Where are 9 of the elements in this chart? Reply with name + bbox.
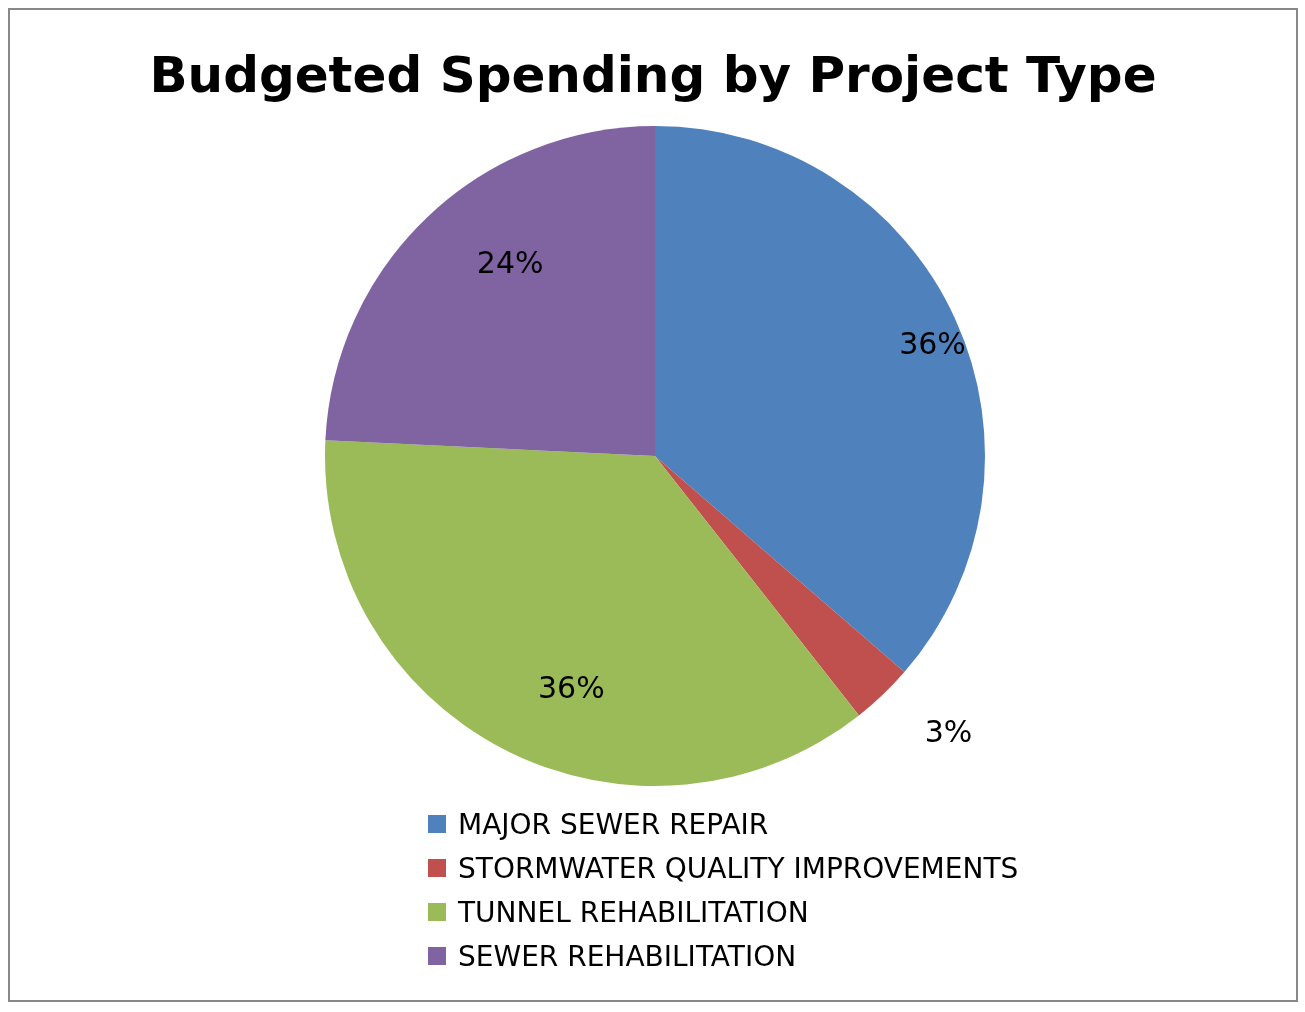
legend-label: TUNNEL REHABILITATION bbox=[458, 895, 809, 929]
chart-title: Budgeted Spending by Project Type bbox=[148, 46, 1158, 106]
legend-label: SEWER REHABILITATION bbox=[458, 939, 797, 973]
data-label: 36% bbox=[538, 670, 605, 706]
legend-label: MAJOR SEWER REPAIR bbox=[458, 807, 769, 841]
data-label: 24% bbox=[476, 244, 544, 280]
data-label: 3% bbox=[924, 714, 973, 750]
legend-label: STORMWATER QUALITY IMPROVEMENTS bbox=[458, 851, 1019, 885]
data-label: 36% bbox=[899, 326, 966, 362]
